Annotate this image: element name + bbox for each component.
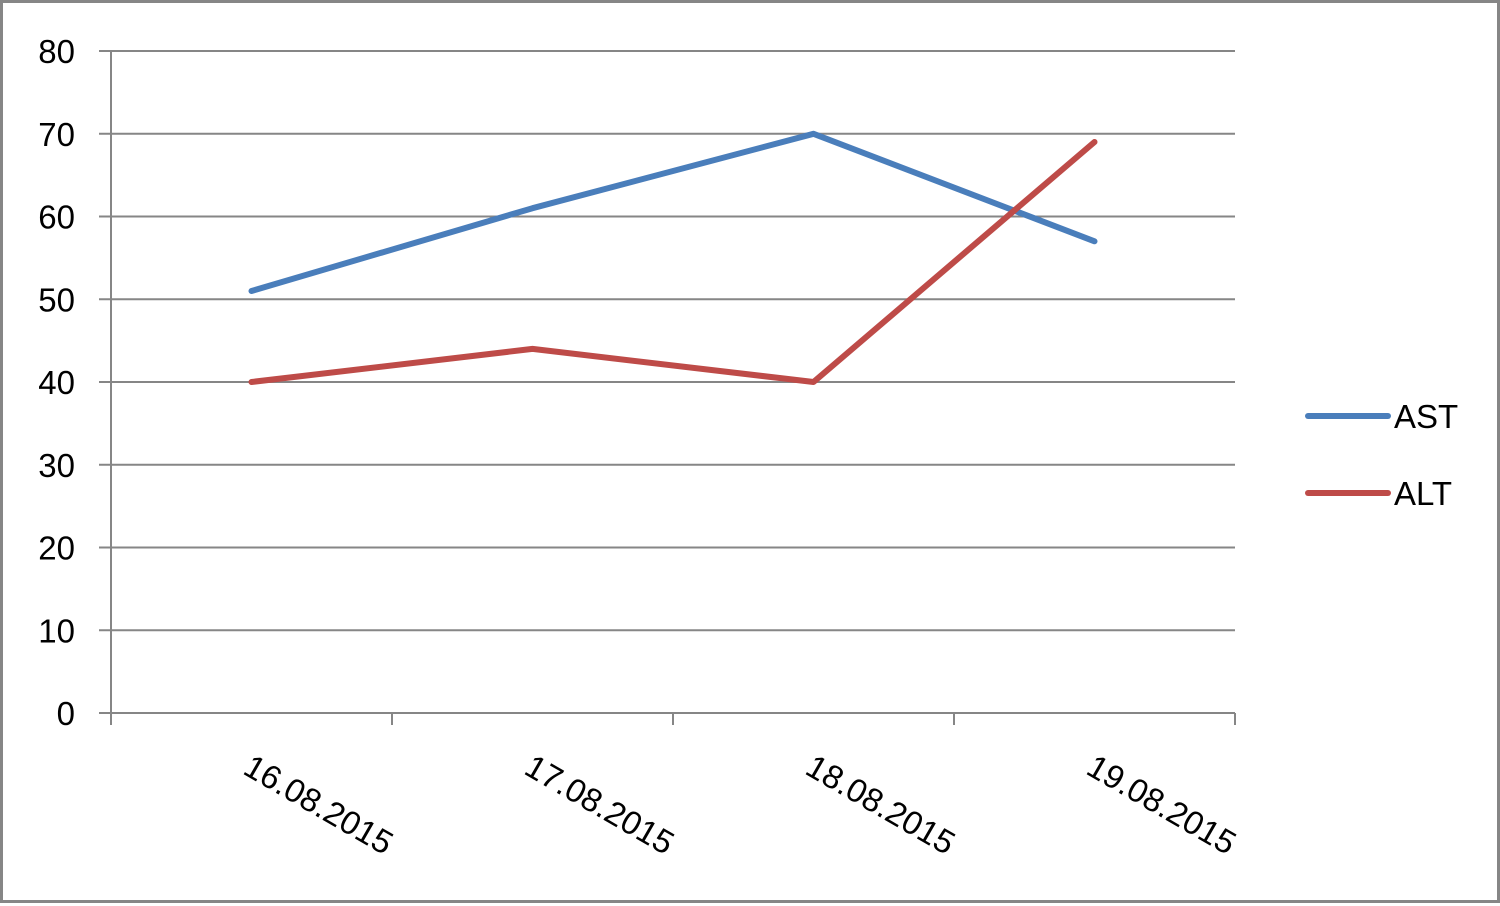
- series-lines: [251, 134, 1094, 382]
- x-tick-label: 17.08.2015: [519, 747, 681, 862]
- x-tick-label: 19.08.2015: [1081, 747, 1243, 862]
- y-tick-label: 40: [38, 364, 75, 401]
- legend: AST ALT: [1308, 398, 1458, 512]
- series-line-ast: [252, 134, 1095, 291]
- legend-label-alt: ALT: [1394, 475, 1452, 512]
- y-tick-label: 30: [38, 447, 75, 484]
- x-axis-ticks: 16.08.2015 17.08.2015 18.08.2015 19.08.2015: [111, 713, 1243, 862]
- y-tick-label: 10: [38, 612, 75, 649]
- y-tick-label: 80: [38, 33, 75, 70]
- y-tick-label: 70: [38, 116, 75, 153]
- y-axis-ticks: 0 10 20 30 40 50 60 70 80: [38, 33, 111, 732]
- line-chart: 0 10 20 30 40 50 60 70 80 16.08.2015 17.08.2015 18…: [3, 3, 1500, 906]
- gridlines: [111, 51, 1235, 630]
- y-tick-label: 50: [38, 281, 75, 318]
- x-tick-label: 16.08.2015: [238, 747, 400, 862]
- y-tick-label: 20: [38, 530, 75, 567]
- y-tick-label: 0: [57, 695, 75, 732]
- legend-label-ast: AST: [1394, 398, 1458, 435]
- x-tick-label: 18.08.2015: [800, 747, 962, 862]
- series-line-alt: [252, 142, 1095, 382]
- y-tick-label: 60: [38, 199, 75, 236]
